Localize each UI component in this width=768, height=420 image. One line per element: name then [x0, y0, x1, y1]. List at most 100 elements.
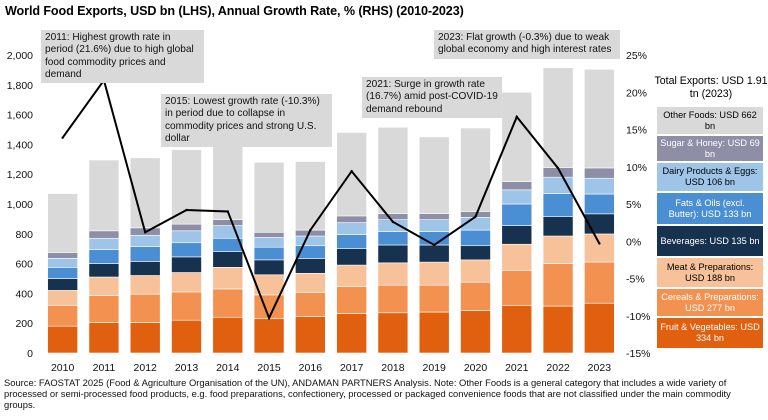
- bar-segment: [418, 219, 450, 232]
- bar-segment: [47, 325, 78, 354]
- growth-rate-point: [267, 316, 271, 320]
- bar-segment: [171, 272, 202, 293]
- y-right-tick-label: 0%: [626, 236, 641, 248]
- bar-segment: [584, 233, 615, 263]
- bar-segment: [584, 167, 615, 179]
- bar-segment: [336, 313, 367, 354]
- growth-rate-point: [185, 208, 188, 212]
- x-tick-label: 2023: [588, 362, 612, 374]
- bar-segment: [418, 284, 450, 313]
- bar-segment: [253, 294, 285, 320]
- y-left-tick-label: 600: [15, 259, 33, 271]
- bar-segment: [377, 126, 409, 214]
- bar-segment: [88, 322, 120, 354]
- bar-segment: [88, 237, 120, 250]
- annotation-2021: 2021: Surge in growth rate (16.7%) amid …: [362, 77, 502, 118]
- x-tick-label: 2018: [381, 362, 405, 374]
- bar-segment: [171, 319, 202, 354]
- growth-rate-point: [556, 167, 560, 170]
- x-tick-label: 2017: [340, 362, 364, 374]
- bar-segment: [295, 272, 326, 293]
- growth-rate-point: [433, 243, 436, 247]
- bar-segment: [295, 258, 326, 274]
- x-tick-label: 2015: [257, 362, 281, 374]
- bar-segment: [212, 288, 244, 318]
- bar-segment: [584, 69, 615, 169]
- growth-rate-point: [61, 136, 64, 139]
- bar-segment: [336, 248, 367, 266]
- y-right-tick-label: -15%: [626, 348, 651, 360]
- growth-rate-point: [226, 210, 229, 213]
- bar-segment: [542, 305, 574, 354]
- legend-item: Fats & Oils (excl. Butter): USD 133 bn: [657, 193, 763, 224]
- bar-segment: [336, 264, 367, 287]
- bar-segment: [253, 232, 285, 238]
- bar-segment: [171, 230, 202, 244]
- legend-title: Total Exports: USD 1.91 tn (2023): [654, 75, 768, 100]
- bar-segment: [295, 161, 326, 231]
- bar-segment: [212, 139, 244, 220]
- bar-segment: [501, 270, 533, 306]
- bar-segment: [171, 223, 202, 232]
- y-left-tick-label: 800: [15, 229, 33, 241]
- bar-segment: [542, 193, 574, 217]
- bar-segment: [88, 263, 120, 278]
- bar-segment: [460, 245, 491, 261]
- bar-segment: [253, 237, 285, 248]
- bar-segment: [88, 159, 120, 232]
- y-right-tick-label: -5%: [626, 274, 645, 286]
- y-right-tick-label: 20%: [626, 87, 647, 99]
- bar-segment: [47, 267, 78, 279]
- legend-item: Other Foods: USD 662 bn: [657, 107, 763, 134]
- x-tick-label: 2010: [51, 362, 75, 374]
- y-right-tick-label: 25%: [626, 50, 647, 62]
- bar-segment: [584, 302, 615, 354]
- x-tick-label: 2011: [93, 362, 116, 374]
- bar-segment: [501, 305, 533, 354]
- bar-segment: [336, 286, 367, 314]
- y-left-tick-label: 1,800: [7, 80, 33, 92]
- bar-segment: [418, 136, 450, 214]
- growth-rate-point: [515, 115, 518, 119]
- legend-item: Sugar & Honey: USD 69 bn: [657, 136, 763, 161]
- y-left-tick-label: 0: [27, 348, 33, 360]
- growth-rate-point: [309, 228, 312, 232]
- y-right-tick-label: 10%: [626, 162, 647, 174]
- bar-segment: [377, 213, 409, 220]
- legend-item: Meat & Preparations: USD 188 bn: [657, 258, 763, 287]
- bar-segment: [542, 216, 574, 237]
- y-right-tick-label: 15%: [626, 125, 647, 137]
- bar-segment: [171, 256, 202, 273]
- y-right-tick-label: -10%: [626, 311, 651, 323]
- legend-item: Cereals & Preparations: USD 277 bn: [657, 289, 763, 316]
- bar-segment: [584, 177, 615, 195]
- bar-segment: [171, 149, 202, 225]
- bar-segment: [501, 203, 533, 226]
- bar-segment: [47, 305, 78, 327]
- x-tick-label: 2013: [175, 362, 199, 374]
- bar-segment: [129, 293, 161, 323]
- bar-segment: [377, 231, 409, 246]
- y-left-tick-label: 1,200: [7, 169, 33, 181]
- bar-segment: [501, 91, 533, 182]
- bar-segment: [212, 251, 244, 268]
- bar-segment: [47, 278, 78, 291]
- x-tick-label: 2019: [423, 362, 447, 374]
- y-right-tick-label: 5%: [626, 199, 641, 211]
- bar-segment: [542, 263, 574, 307]
- y-left-tick-label: 2,000: [7, 50, 33, 62]
- bar-segment: [377, 284, 409, 314]
- bar-segment: [501, 225, 533, 245]
- bar-segment: [584, 193, 615, 215]
- bar-segment: [542, 67, 574, 168]
- bar-segment: [460, 259, 491, 283]
- bar-segment: [129, 275, 161, 295]
- x-tick-label: 2016: [299, 362, 323, 374]
- bar-segment: [336, 132, 367, 217]
- legend-item: Dairy Products & Eggs: USD 106 bn: [657, 163, 763, 191]
- bar-segment: [336, 234, 367, 249]
- chart-title: World Food Exports, USD bn (LHS), Annual…: [5, 4, 464, 18]
- bar-segment: [460, 127, 491, 212]
- x-tick-label: 2021: [505, 362, 529, 374]
